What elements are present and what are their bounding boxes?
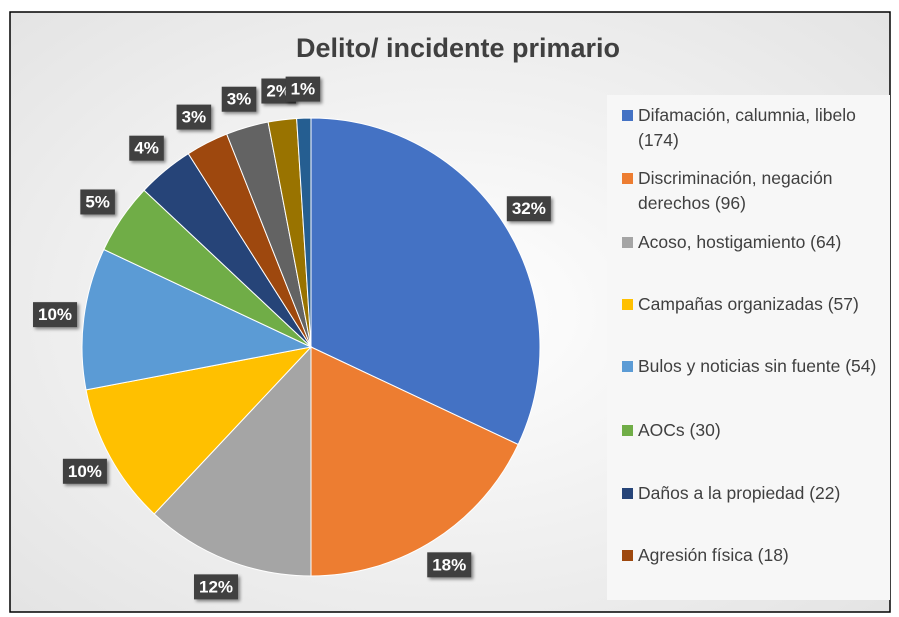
legend-item: Daños a la propiedad (22) — [622, 481, 887, 506]
legend: Difamación, calumnia, libelo (174) Discri… — [607, 95, 890, 600]
legend-swatch — [622, 299, 633, 310]
legend-item: Bulos y noticias sin fuente (54) — [622, 354, 887, 379]
data-label-box — [129, 135, 164, 161]
legend-swatch — [622, 361, 633, 372]
data-label-text: 3% — [182, 108, 207, 127]
data-label-box — [62, 458, 107, 484]
data-label-text: 5% — [85, 192, 110, 211]
data-label-box — [427, 552, 472, 578]
pie — [81, 117, 541, 577]
pie-slice — [296, 117, 312, 348]
data-label-text: 4% — [134, 139, 159, 158]
data-label-text: 10% — [68, 462, 102, 481]
pie-slice — [310, 346, 519, 577]
legend-item: Agresión física (18) — [622, 543, 887, 568]
legend-label: Daños a la propiedad (22) — [638, 483, 841, 503]
data-label-text: 32% — [512, 199, 546, 218]
data-label-text: 2% — [266, 82, 291, 101]
legend-swatch — [622, 488, 633, 499]
data-label: 32% — [506, 196, 551, 222]
data-label-text: 1% — [291, 80, 316, 99]
legend-item: Discriminación, negación derechos (96) — [622, 166, 887, 216]
data-label-box — [80, 189, 115, 215]
data-label: 4% — [129, 135, 164, 161]
data-label: 10% — [62, 458, 107, 484]
data-label-box — [33, 302, 78, 328]
data-label-box — [506, 196, 551, 222]
data-label-text: 18% — [432, 555, 466, 574]
legend-item: Campañas organizadas (57) — [622, 292, 887, 317]
data-label: 1% — [285, 76, 321, 102]
legend-swatch — [622, 110, 633, 121]
data-label-box — [194, 574, 239, 600]
legend-swatch — [622, 425, 633, 436]
pie-slice — [85, 346, 313, 515]
legend-label: Agresión física (18) — [638, 545, 789, 565]
legend-label: AOCs (30) — [638, 420, 721, 440]
chart-title: Delito/ incidente primario — [296, 33, 620, 63]
legend-item: Difamación, calumnia, libelo (174) — [622, 103, 887, 153]
data-label: 12% — [194, 574, 239, 600]
pie-slice — [81, 248, 313, 391]
data-label-text: 3% — [227, 90, 252, 109]
data-label-box — [176, 104, 212, 130]
legend-label: Acoso, hostigamiento (64) — [638, 232, 842, 252]
legend-label: Discriminación, negación derechos (96) — [638, 168, 833, 213]
legend-label: Difamación, calumnia, libelo (174) — [638, 105, 856, 150]
data-labels: 32% 18% 12% 10% 10% 5% 4% 3% 3% 2% 1% — [33, 76, 551, 600]
legend-label: Campañas organizadas (57) — [638, 294, 859, 314]
data-label: 5% — [80, 189, 115, 215]
data-label: 3% — [221, 86, 257, 112]
legend-swatch — [622, 173, 633, 184]
legend-swatch — [622, 550, 633, 561]
data-label: 3% — [176, 104, 212, 130]
data-label-box — [221, 86, 257, 112]
data-label-text: 10% — [38, 305, 72, 324]
legend-item: Acoso, hostigamiento (64) — [622, 230, 887, 255]
legend-swatch — [622, 237, 633, 248]
data-label: 18% — [427, 552, 472, 578]
data-label-text: 12% — [199, 577, 233, 596]
data-label-box — [285, 76, 321, 102]
data-label: 10% — [33, 302, 78, 328]
pie-slice — [153, 345, 312, 577]
legend-label: Bulos y noticias sin fuente (54) — [638, 356, 877, 376]
legend-item: AOCs (30) — [622, 418, 887, 443]
pie-slice — [310, 117, 541, 446]
